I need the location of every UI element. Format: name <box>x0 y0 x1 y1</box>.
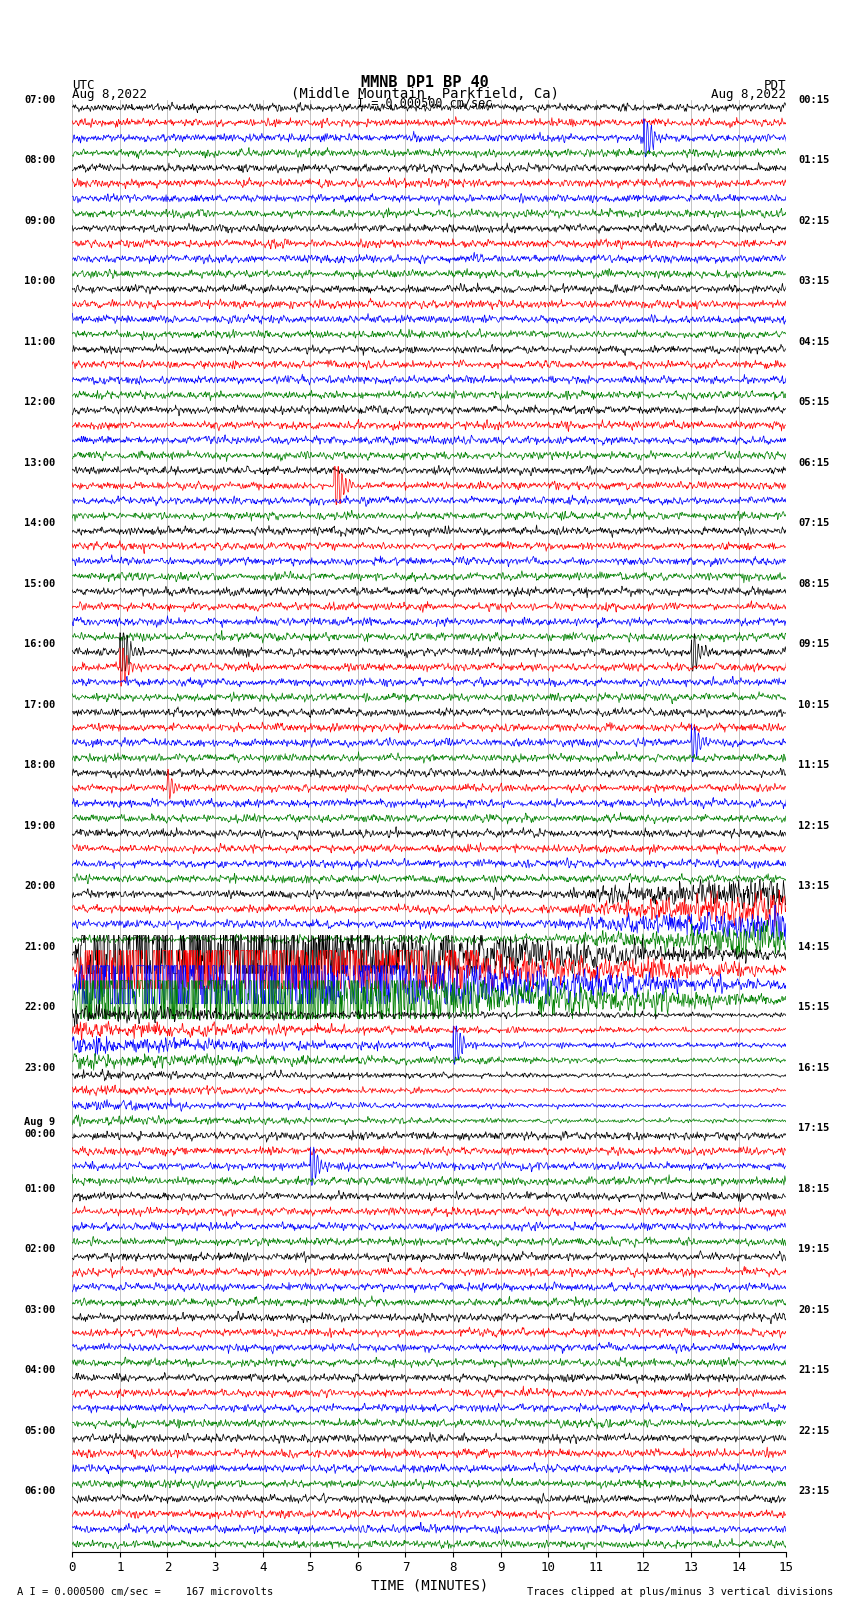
Text: 22:15: 22:15 <box>798 1426 830 1436</box>
Text: 11:15: 11:15 <box>798 760 830 771</box>
Text: 15:00: 15:00 <box>25 579 55 589</box>
Text: UTC: UTC <box>72 79 94 92</box>
Text: 14:15: 14:15 <box>798 942 830 952</box>
Text: 18:15: 18:15 <box>798 1184 830 1194</box>
Text: 21:00: 21:00 <box>25 942 55 952</box>
Text: (Middle Mountain, Parkfield, Ca): (Middle Mountain, Parkfield, Ca) <box>291 87 559 100</box>
Text: I = 0.000500 cm/sec: I = 0.000500 cm/sec <box>357 97 493 110</box>
Text: 10:15: 10:15 <box>798 700 830 710</box>
Text: 21:15: 21:15 <box>798 1365 830 1376</box>
Text: 13:00: 13:00 <box>25 458 55 468</box>
Text: 10:00: 10:00 <box>25 276 55 287</box>
X-axis label: TIME (MINUTES): TIME (MINUTES) <box>371 1579 488 1592</box>
Text: 05:15: 05:15 <box>798 397 830 408</box>
Text: A I = 0.000500 cm/sec =    167 microvolts: A I = 0.000500 cm/sec = 167 microvolts <box>17 1587 273 1597</box>
Text: 02:15: 02:15 <box>798 216 830 226</box>
Text: Aug 9
00:00: Aug 9 00:00 <box>25 1118 55 1139</box>
Text: 11:00: 11:00 <box>25 337 55 347</box>
Text: 08:00: 08:00 <box>25 155 55 166</box>
Text: 07:15: 07:15 <box>798 518 830 529</box>
Text: 01:00: 01:00 <box>25 1184 55 1194</box>
Text: 05:00: 05:00 <box>25 1426 55 1436</box>
Text: 19:15: 19:15 <box>798 1244 830 1255</box>
Text: 04:15: 04:15 <box>798 337 830 347</box>
Text: 06:00: 06:00 <box>25 1486 55 1497</box>
Text: 12:00: 12:00 <box>25 397 55 408</box>
Text: 23:15: 23:15 <box>798 1486 830 1497</box>
Text: 18:00: 18:00 <box>25 760 55 771</box>
Text: 01:15: 01:15 <box>798 155 830 166</box>
Text: 04:00: 04:00 <box>25 1365 55 1376</box>
Text: 20:00: 20:00 <box>25 881 55 892</box>
Text: 07:00: 07:00 <box>25 95 55 105</box>
Text: 13:15: 13:15 <box>798 881 830 892</box>
Text: Traces clipped at plus/minus 3 vertical divisions: Traces clipped at plus/minus 3 vertical … <box>527 1587 833 1597</box>
Text: 09:00: 09:00 <box>25 216 55 226</box>
Text: 06:15: 06:15 <box>798 458 830 468</box>
Text: 17:00: 17:00 <box>25 700 55 710</box>
Text: 23:00: 23:00 <box>25 1063 55 1073</box>
Text: 16:15: 16:15 <box>798 1063 830 1073</box>
Text: PDT: PDT <box>764 79 786 92</box>
Text: 02:00: 02:00 <box>25 1244 55 1255</box>
Text: 19:00: 19:00 <box>25 821 55 831</box>
Text: 14:00: 14:00 <box>25 518 55 529</box>
Text: 03:00: 03:00 <box>25 1305 55 1315</box>
Text: 15:15: 15:15 <box>798 1002 830 1013</box>
Text: MMNB DP1 BP 40: MMNB DP1 BP 40 <box>361 74 489 90</box>
Text: 16:00: 16:00 <box>25 639 55 650</box>
Text: 00:15: 00:15 <box>798 95 830 105</box>
Text: 09:15: 09:15 <box>798 639 830 650</box>
Text: 20:15: 20:15 <box>798 1305 830 1315</box>
Text: 22:00: 22:00 <box>25 1002 55 1013</box>
Text: 12:15: 12:15 <box>798 821 830 831</box>
Text: 08:15: 08:15 <box>798 579 830 589</box>
Text: Aug 8,2022: Aug 8,2022 <box>711 87 786 100</box>
Text: 03:15: 03:15 <box>798 276 830 287</box>
Text: 17:15: 17:15 <box>798 1123 830 1134</box>
Text: Aug 8,2022: Aug 8,2022 <box>72 87 147 100</box>
